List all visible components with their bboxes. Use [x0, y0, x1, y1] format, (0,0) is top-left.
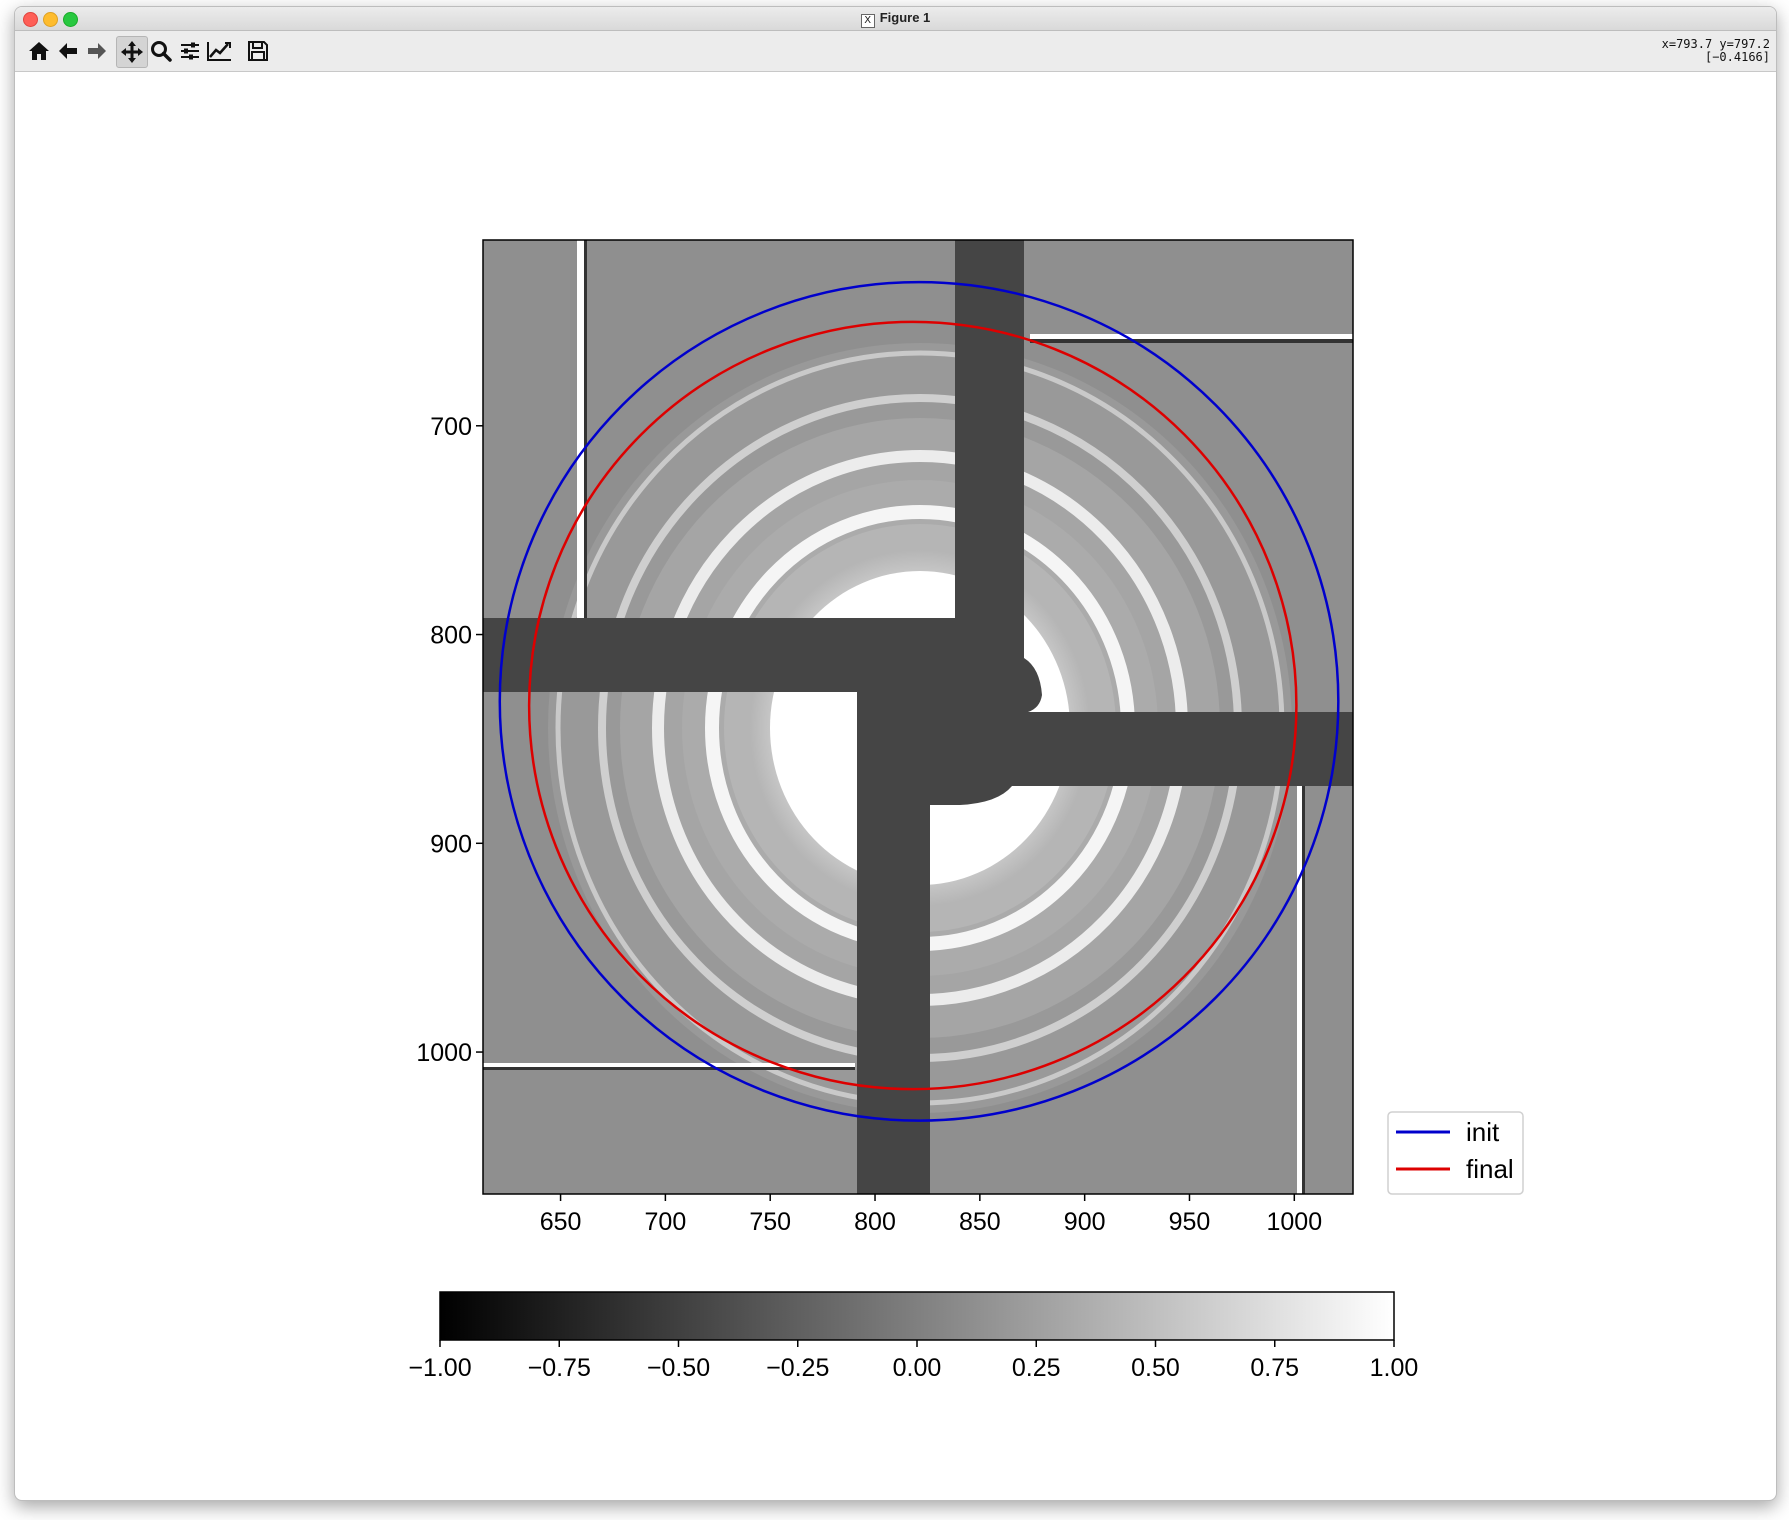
magnifier-icon	[151, 41, 172, 62]
x-tick-label: 650	[540, 1208, 582, 1236]
window-title: X Figure 1	[15, 10, 1776, 28]
y-tick-label: 900	[430, 830, 472, 858]
x-axis: 650 700 750 800 850 900 950 1000	[540, 1194, 1322, 1236]
x-tick-label: 900	[1064, 1208, 1106, 1236]
line-chart-icon	[207, 42, 231, 61]
colorbar-tick-label: −1.00	[408, 1354, 471, 1382]
legend: init final	[1387, 1111, 1524, 1195]
minimize-window-button[interactable]	[43, 12, 58, 27]
y-axis: 700 800 900 1000	[416, 413, 483, 1067]
y-tick-label: 800	[430, 622, 472, 650]
pan-button[interactable]	[116, 36, 148, 68]
colorbar-ticks: −1.00 −0.75 −0.50 −0.25 0.00 0.25 0.50 0.75 1.00	[408, 1340, 1418, 1382]
floppy-disk-icon	[248, 41, 268, 61]
cursor-coordinates: x=793.7 y=797.2 [−0.4166]	[1661, 37, 1770, 64]
colorbar-tick-label: 0.75	[1250, 1354, 1299, 1382]
colorbar-tick-label: 0.50	[1131, 1354, 1180, 1382]
colorbar-gradient	[439, 1291, 1395, 1341]
x-tick-label: 850	[959, 1208, 1001, 1236]
close-window-button[interactable]	[23, 12, 38, 27]
colorbar: −1.00 −0.75 −0.50 −0.25 0.00 0.25 0.50 0.75 1.00	[408, 1291, 1418, 1382]
x-tick-label: 950	[1169, 1208, 1211, 1236]
home-button[interactable]	[24, 36, 54, 66]
x-tick-label: 800	[854, 1208, 896, 1236]
zoom-button[interactable]	[146, 36, 176, 66]
navigation-toolbar: x=793.7 y=797.2 [−0.4166]	[15, 31, 1776, 72]
x-tick-label: 750	[749, 1208, 791, 1236]
home-icon	[29, 42, 49, 60]
y-tick-label: 1000	[416, 1039, 472, 1067]
final-circle	[527, 320, 1298, 1091]
colorbar-tick-label: 0.25	[1012, 1354, 1061, 1382]
colorbar-tick-label: −0.50	[647, 1354, 710, 1382]
forward-button[interactable]	[82, 36, 112, 66]
configure-subplots-button[interactable]	[175, 36, 205, 66]
arrow-left-icon	[59, 43, 77, 59]
back-button[interactable]	[53, 36, 83, 66]
title-bar: X Figure 1	[15, 7, 1776, 31]
legend-label-init: init	[1466, 1117, 1500, 1147]
zoom-window-button[interactable]	[63, 12, 78, 27]
x-tick-label: 1000	[1266, 1208, 1322, 1236]
init-circle	[498, 280, 1340, 1122]
edit-axes-button[interactable]	[204, 36, 234, 66]
sliders-icon	[181, 42, 199, 60]
legend-label-final: final	[1466, 1154, 1514, 1184]
x-tick-label: 700	[645, 1208, 687, 1236]
colorbar-tick-label: 0.00	[893, 1354, 942, 1382]
diffraction-image	[483, 240, 1353, 1194]
axes-frame	[482, 239, 1354, 1195]
colorbar-tick-label: −0.75	[528, 1354, 591, 1382]
y-tick-label: 700	[430, 413, 472, 441]
move-icon	[121, 41, 143, 63]
colorbar-tick-label: −0.25	[766, 1354, 829, 1382]
colorbar-tick-label: 1.00	[1370, 1354, 1419, 1382]
x11-icon: X	[860, 14, 875, 28]
save-button[interactable]	[243, 36, 273, 66]
arrow-right-icon	[88, 43, 106, 59]
